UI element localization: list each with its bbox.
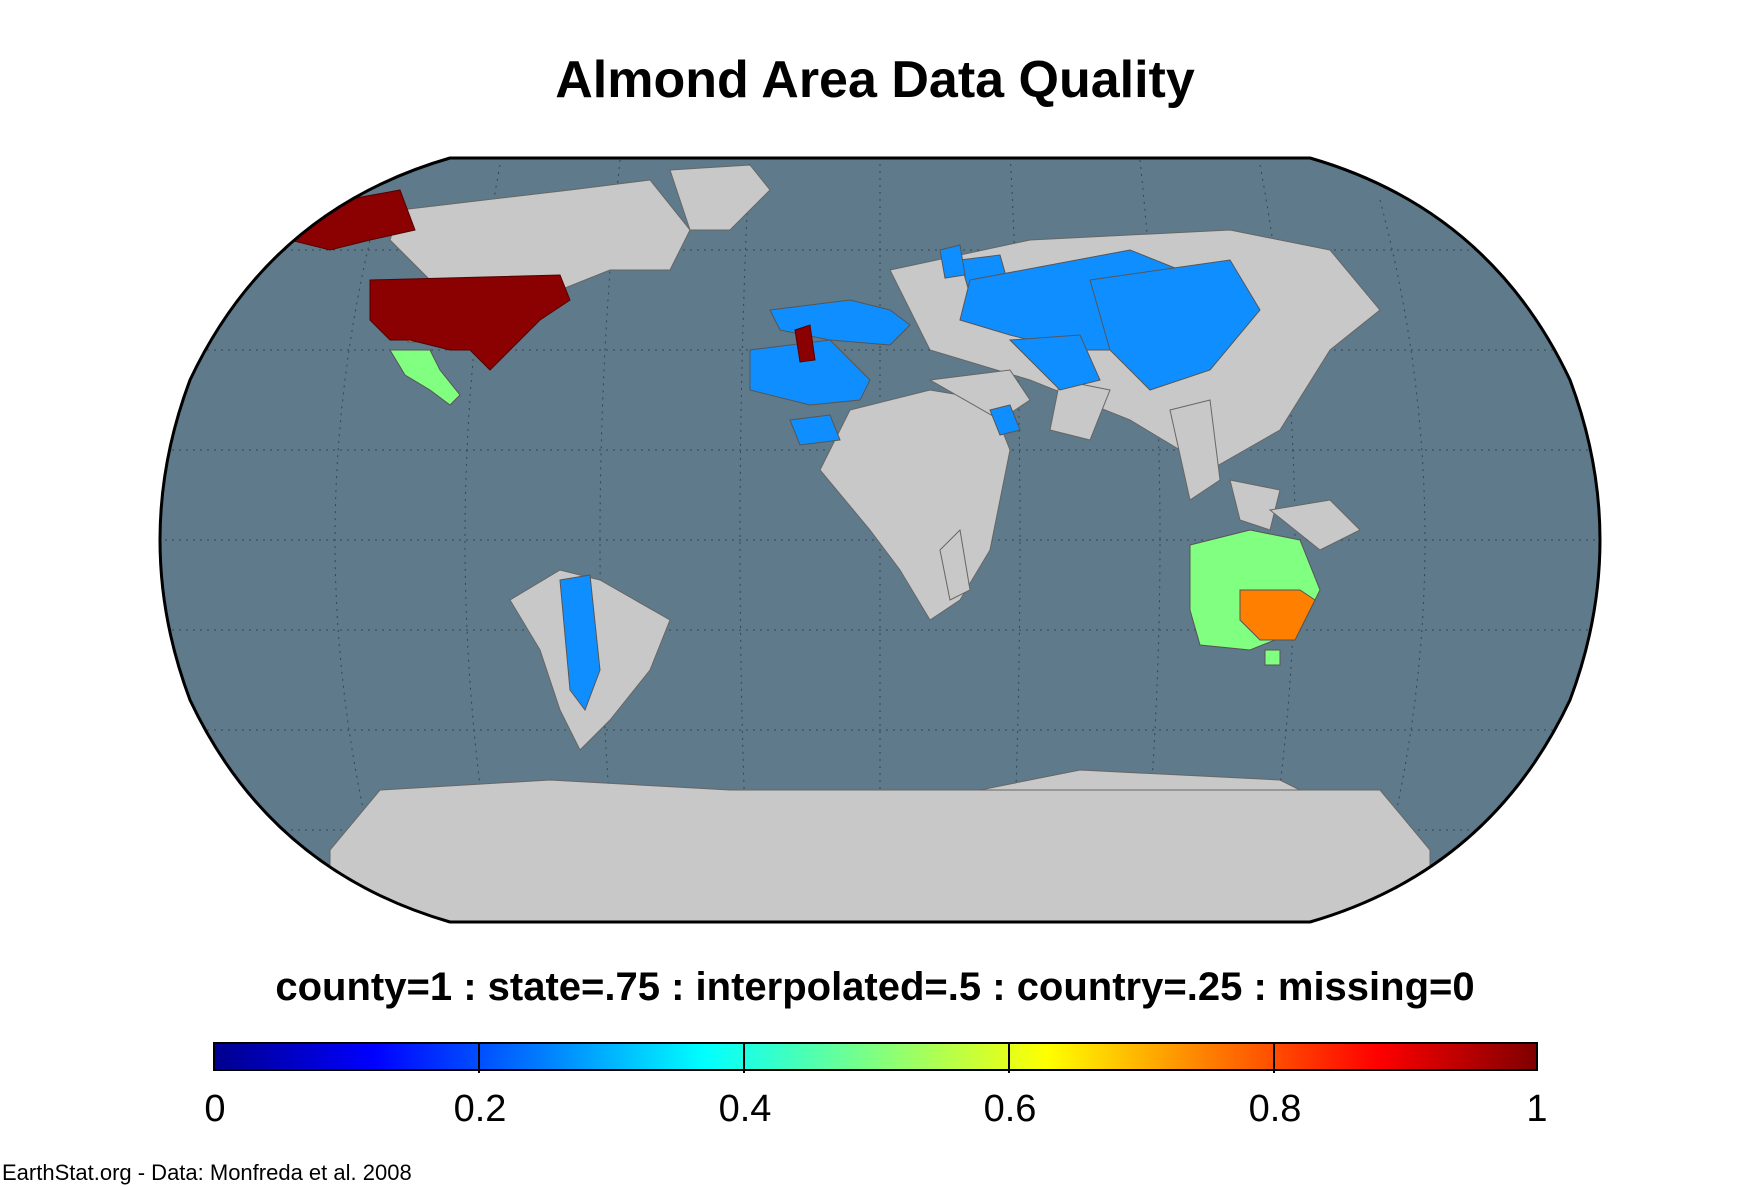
colorbar-tick — [1273, 1044, 1275, 1073]
colorbar-label: 0.4 — [718, 1088, 772, 1130]
map-title: Almond Area Data Quality — [555, 51, 1195, 109]
colorbar-tick — [743, 1044, 745, 1073]
globe-border — [158, 156, 1602, 924]
colorbar-label: 0.6 — [983, 1088, 1037, 1130]
colorbar — [213, 1042, 1538, 1073]
colorbar-tick — [478, 1044, 480, 1073]
credit-text: EarthStat.org - Data: Monfreda et al. 20… — [2, 1160, 412, 1185]
map-content — [160, 158, 1600, 922]
world-map — [130, 150, 1630, 930]
legend-caption: county=1 : state=.75 : interpolated=.5 :… — [275, 965, 1475, 1009]
colorbar-label: 0.8 — [1248, 1088, 1302, 1130]
colorbar-tick — [1008, 1044, 1010, 1073]
colorbar-label: 1 — [1526, 1088, 1548, 1130]
colorbar-label: 0.2 — [453, 1088, 507, 1130]
colorbar-label: 0 — [204, 1088, 226, 1130]
map-svg — [158, 156, 1602, 924]
